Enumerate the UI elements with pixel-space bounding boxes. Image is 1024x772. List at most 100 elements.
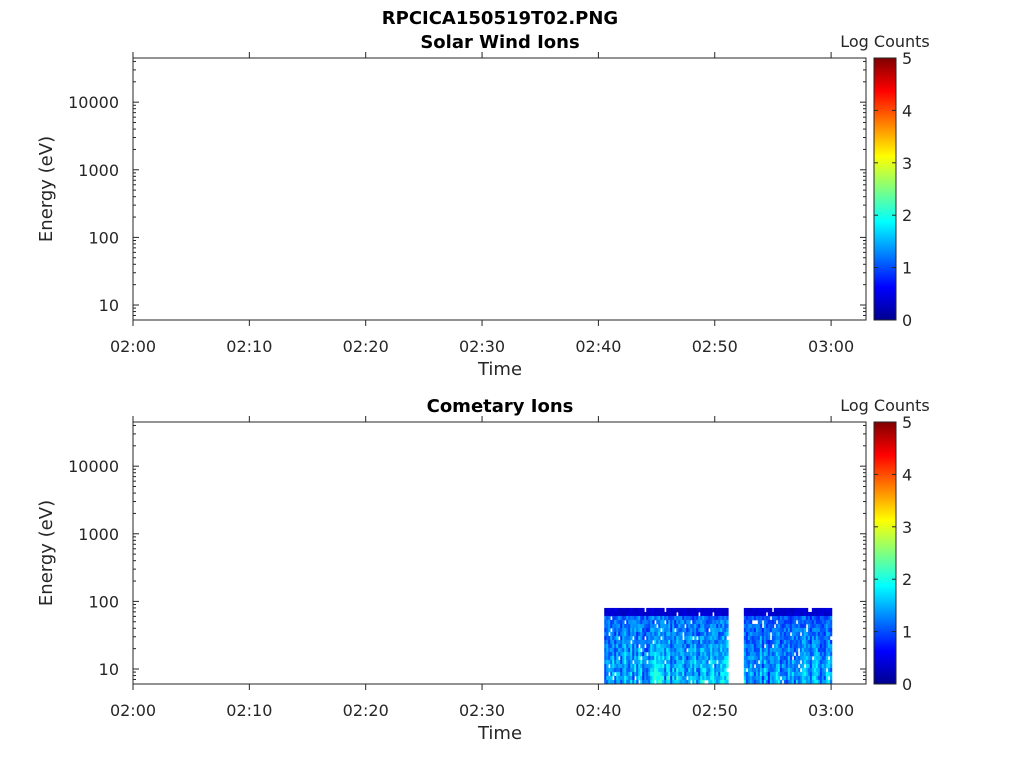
- x-tick-label: 02:20: [343, 701, 389, 720]
- spectrogram-cell: [630, 660, 632, 664]
- spectrogram-cell: [830, 616, 832, 620]
- spectrogram-cell: [830, 656, 832, 660]
- spectrogram-cell: [616, 656, 618, 660]
- spectrogram-cell: [726, 624, 728, 628]
- spectrogram-cell: [770, 608, 772, 612]
- x-tick-label: 02:50: [692, 337, 738, 356]
- x-tick-label: 02:40: [575, 337, 621, 356]
- spectrogram-cell: [696, 612, 698, 616]
- colorbar-tick-label: 5: [902, 413, 912, 432]
- spectrogram-cell: [628, 640, 630, 644]
- spectrogram-cell: [792, 652, 794, 656]
- spectrogram-cell: [726, 628, 728, 632]
- spectrogram-cell: [642, 636, 644, 640]
- spectrogram-cell: [790, 656, 792, 660]
- spectrogram-cell: [796, 652, 798, 656]
- x-tick-label: 02:20: [343, 337, 389, 356]
- spectrogram-cell: [726, 620, 728, 624]
- x-tick-label: 02:50: [692, 701, 738, 720]
- spectrogram-cell: [682, 624, 684, 628]
- x-axis-label: Time: [477, 723, 522, 744]
- spectrogram-cell: [778, 676, 780, 680]
- spectrogram-cell: [794, 620, 796, 624]
- y-tick-label: 1000: [78, 525, 119, 544]
- spectrogram-cell: [796, 664, 798, 668]
- spectrogram-cell: [694, 636, 696, 640]
- panel-title: Cometary Ions: [427, 396, 574, 417]
- spectrogram-cell: [726, 652, 728, 656]
- spectrogram-cell: [622, 620, 624, 624]
- spectrogram-cell: [830, 668, 832, 672]
- spectrogram-cell: [726, 672, 728, 676]
- colorbar-tick-label: 2: [902, 206, 912, 225]
- spectrogram-cell: [796, 648, 798, 652]
- spectrogram-cell: [638, 656, 640, 660]
- y-tick-label: 10: [99, 660, 119, 679]
- spectrogram-cell: [680, 632, 682, 636]
- spectrogram-cell: [612, 672, 614, 676]
- spectrogram-data: [604, 608, 832, 684]
- x-tick-label: 03:00: [808, 701, 854, 720]
- spectrogram-cell: [830, 608, 832, 612]
- colorbar-tick-label: 1: [902, 623, 912, 642]
- spectrogram-cell: [650, 640, 652, 644]
- x-tick-label: 02:30: [459, 701, 505, 720]
- spectrogram-cell: [642, 644, 644, 648]
- spectrogram-cell: [768, 632, 770, 636]
- spectrogram-cell: [672, 628, 674, 632]
- spectrogram-cell: [726, 644, 728, 648]
- spectrogram-cell: [828, 636, 830, 640]
- spectrogram-cell: [830, 612, 832, 616]
- y-tick-label: 1000: [78, 161, 119, 180]
- spectrogram-cell: [684, 648, 686, 652]
- spectrogram-cell: [830, 664, 832, 668]
- colorbar-label: Log Counts: [840, 396, 930, 415]
- colorbar-label: Log Counts: [840, 32, 930, 51]
- spectrogram-cell: [636, 644, 638, 648]
- spectrogram-cell: [830, 644, 832, 648]
- spectrogram-cell: [798, 660, 800, 664]
- figure-title: RPCICA150519T02.PNG: [382, 8, 618, 29]
- spectrogram-cell: [810, 656, 812, 660]
- spectrogram-cell: [768, 636, 770, 640]
- spectrogram-cell: [788, 632, 790, 636]
- spectrogram-cell: [724, 668, 726, 672]
- spectrogram-cell: [644, 652, 646, 656]
- spectrogram-cell: [726, 616, 728, 620]
- spectrogram-cell: [644, 660, 646, 664]
- y-tick-label: 100: [88, 228, 119, 247]
- y-tick-label: 10: [99, 296, 119, 315]
- spectrogram-cell: [830, 648, 832, 652]
- plot-area: [133, 58, 866, 320]
- spectrogram-cell: [726, 656, 728, 660]
- colorbar-tick-label: 3: [902, 518, 912, 537]
- spectrogram-cell: [610, 676, 612, 680]
- spectrogram-cell: [726, 660, 728, 664]
- spectrogram-cell: [726, 612, 728, 616]
- spectrogram-cell: [806, 608, 808, 612]
- spectrogram-cell: [710, 612, 712, 616]
- spectrogram-cell: [632, 676, 634, 680]
- spectrogram-cell: [830, 628, 832, 632]
- spectrogram-cell: [804, 628, 806, 632]
- spectrogram-cell: [642, 608, 644, 612]
- spectrogram-cell: [830, 672, 832, 676]
- spectrogram-cell: [726, 648, 728, 652]
- spectrogram-cell: [760, 624, 762, 628]
- spectrogram-cell: [688, 620, 690, 624]
- spectrogram-cell: [798, 668, 800, 672]
- x-tick-label: 02:00: [110, 701, 156, 720]
- y-tick-label: 10000: [68, 457, 119, 476]
- spectrogram-cell: [770, 644, 772, 648]
- spectrogram-cell: [768, 616, 770, 620]
- spectrogram-cell: [662, 660, 664, 664]
- spectrogram-cell: [608, 628, 610, 632]
- spectrogram-cell: [630, 636, 632, 640]
- spectrogram-cell: [772, 624, 774, 628]
- y-tick-label: 100: [88, 592, 119, 611]
- spectrogram-cell: [652, 620, 654, 624]
- spectrogram-cell: [680, 636, 682, 640]
- spectrogram-cell: [714, 660, 716, 664]
